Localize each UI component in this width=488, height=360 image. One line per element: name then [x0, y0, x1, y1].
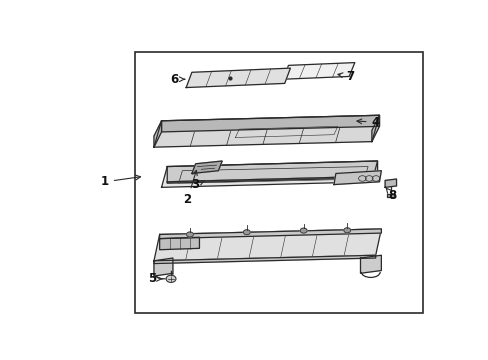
Text: 7: 7: [337, 70, 353, 83]
Polygon shape: [154, 255, 375, 264]
Text: 3: 3: [191, 178, 204, 191]
Polygon shape: [154, 258, 173, 276]
Polygon shape: [191, 161, 222, 174]
Polygon shape: [385, 179, 396, 187]
Polygon shape: [167, 161, 377, 182]
Text: 4: 4: [356, 116, 379, 129]
Polygon shape: [154, 121, 161, 147]
Text: 5: 5: [148, 272, 162, 285]
Circle shape: [343, 228, 350, 233]
Polygon shape: [161, 115, 379, 132]
Polygon shape: [186, 68, 290, 87]
Polygon shape: [167, 176, 377, 183]
Text: 2: 2: [183, 170, 197, 206]
Bar: [386, 194, 394, 197]
Circle shape: [166, 275, 176, 283]
Polygon shape: [159, 229, 381, 239]
Polygon shape: [282, 63, 354, 79]
Text: 8: 8: [385, 188, 396, 202]
Polygon shape: [159, 237, 199, 250]
Circle shape: [300, 228, 306, 233]
Polygon shape: [161, 161, 377, 187]
Polygon shape: [333, 171, 381, 185]
Polygon shape: [154, 115, 379, 147]
Polygon shape: [360, 255, 381, 273]
Bar: [135, 51, 422, 314]
Polygon shape: [154, 229, 381, 261]
Text: 1: 1: [101, 175, 140, 188]
Text: 6: 6: [170, 73, 184, 86]
Circle shape: [243, 230, 250, 235]
Polygon shape: [371, 115, 379, 141]
Circle shape: [186, 232, 193, 237]
